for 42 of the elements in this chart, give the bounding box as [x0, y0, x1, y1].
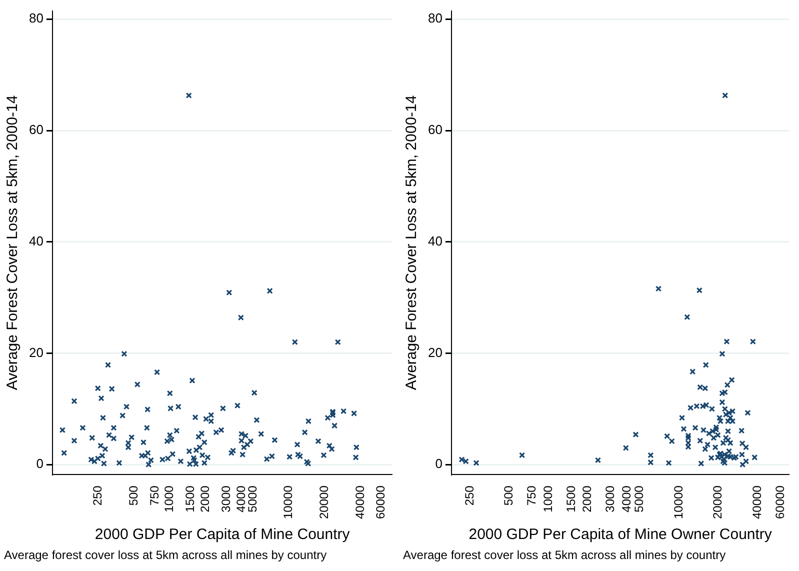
- x-tick-label: 3000: [218, 485, 233, 512]
- x-tick-label: 3000: [603, 485, 618, 512]
- x-tick-label: 20000: [710, 485, 725, 520]
- x-tick-label: 40000: [750, 485, 764, 520]
- x-tick-label: 20000: [316, 485, 331, 520]
- y-axis-title: Average Forest Cover Loss at 5km, 2000-14: [403, 95, 420, 390]
- x-axis-title: 2000 GDP Per Capita of Mine Owner Country: [468, 526, 772, 544]
- y-tick-label: 20: [428, 344, 442, 360]
- x-tick-label: 10000: [281, 485, 296, 520]
- x-tick-label: 750: [147, 485, 162, 506]
- x-tick-label: 1000: [162, 485, 176, 512]
- y-tick-label: 60: [428, 122, 442, 138]
- x-tick-label: 5000: [245, 485, 260, 512]
- x-tick-label: 10000: [671, 485, 686, 520]
- y-tick-label: 40: [428, 233, 442, 248]
- y-tick-label: 80: [28, 10, 44, 26]
- y-tick-label: 0: [36, 456, 44, 472]
- x-tick-label: 4000: [619, 485, 634, 512]
- x-axis-title: 2000 GDP Per Capita of Mine Country: [94, 526, 350, 544]
- y-tick-label: 80: [428, 10, 442, 26]
- x-tick-label: 2000: [198, 485, 212, 512]
- x-tick-label: 60000: [374, 485, 388, 520]
- text: Average forest cover loss at 5km across all mines by country: [4, 548, 328, 562]
- y-tick-label: 60: [28, 122, 44, 138]
- x-tick-label: 5000: [632, 485, 646, 512]
- x-tick-label: 40000: [352, 485, 367, 520]
- y-tick-label: 40: [28, 233, 44, 248]
- x-tick-label: 2000: [580, 485, 594, 512]
- x-tick-label: 750: [524, 485, 539, 506]
- x-tick-label: 1000: [540, 485, 555, 512]
- x-tick-label: 4000: [234, 485, 248, 512]
- y-axis-title: Average Forest Cover Loss at 5km, 2000-14: [4, 95, 22, 390]
- y-tick-label: 0: [435, 456, 442, 472]
- x-tick-label: 60000: [772, 485, 787, 520]
- y-tick-label: 20: [28, 344, 44, 360]
- x-tick-label: 500: [126, 485, 140, 506]
- x-tick-label: 250: [90, 485, 105, 506]
- x-tick-label: 1500: [564, 485, 578, 512]
- text: Average forest cover loss at 5km across all mines by country: [403, 548, 727, 562]
- x-tick-label: 500: [502, 485, 516, 506]
- x-tick-label: 1500: [183, 485, 198, 512]
- x-tick-label: 250: [462, 485, 476, 506]
